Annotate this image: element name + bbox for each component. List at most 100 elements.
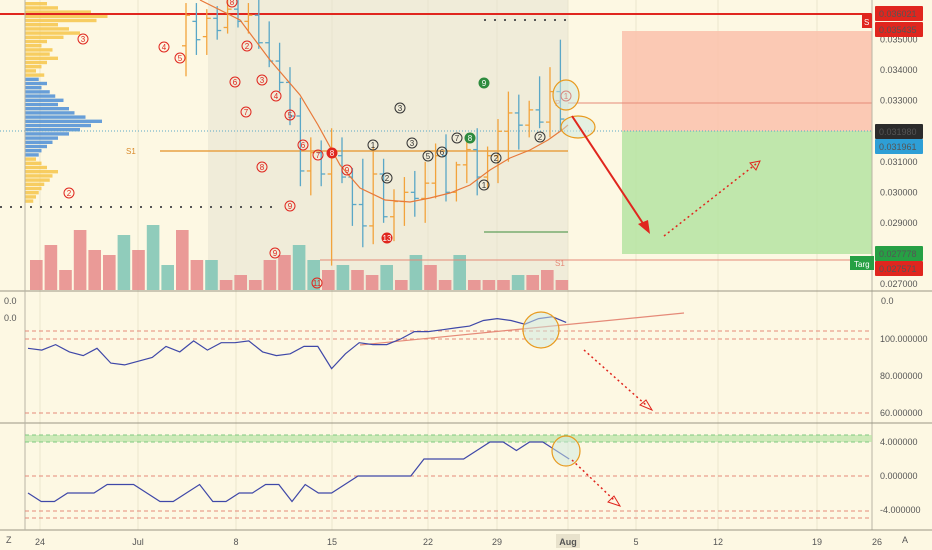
td-marker xyxy=(269,247,281,259)
td-marker xyxy=(341,164,353,176)
volume-bar xyxy=(249,280,262,290)
td-marker-label: 7 xyxy=(316,151,321,160)
volume-bar xyxy=(438,280,452,290)
td-marker xyxy=(381,172,393,184)
volume-bar xyxy=(555,280,569,290)
volume-bar xyxy=(424,265,437,290)
volume-bar xyxy=(263,260,277,290)
x-tick-label: 5 xyxy=(633,537,638,547)
time-axis: 24 Jul 8 15 22 29 Aug 5 12 19 26 xyxy=(35,534,882,548)
volume-profile-bar xyxy=(25,165,47,170)
price-tag-target: 0.027778 xyxy=(879,249,917,259)
volume-profile-bar xyxy=(25,48,53,52)
td-marker xyxy=(241,40,253,52)
oscillator-axis-ticks: 4.000000 0.000000 -4.000000 xyxy=(880,437,921,515)
volume-profile-bar xyxy=(25,14,108,18)
td-marker xyxy=(478,77,490,89)
volume-bar xyxy=(351,270,364,290)
bottom-left-z[interactable]: Z xyxy=(6,535,12,545)
volume-profile-bar xyxy=(25,39,47,44)
price-tick-label: 0.033000 xyxy=(880,96,918,106)
price-tag-second-bg xyxy=(875,22,923,37)
volume-bar xyxy=(526,275,539,290)
pane1-bottom-label: 0.0 xyxy=(881,296,894,306)
x-label-highlight xyxy=(556,534,580,548)
td-marker xyxy=(270,90,282,102)
volume-profile-bar xyxy=(25,65,42,69)
price-tag-current: 0.031980 xyxy=(879,127,917,137)
volume-profile-bar xyxy=(25,111,75,115)
volume-profile-bar xyxy=(25,27,69,31)
volume-profile-bar xyxy=(25,60,47,65)
selection-zone xyxy=(208,0,568,290)
volume-profile-bar xyxy=(25,31,80,35)
td-marker-label: 6 xyxy=(233,78,238,87)
volume-profile-bar xyxy=(25,115,86,119)
td-marker xyxy=(311,277,323,289)
volume-profile-bar xyxy=(25,102,58,107)
td-marker-label: 3 xyxy=(410,139,415,148)
td-marker xyxy=(158,41,170,53)
td-marker xyxy=(490,152,502,164)
rsi-pane xyxy=(25,311,872,414)
volume-bar xyxy=(497,280,510,290)
td-marker xyxy=(226,0,238,8)
td-marker xyxy=(422,150,434,162)
td-marker-label: 9 xyxy=(273,249,278,258)
volume-profile-bar xyxy=(25,123,91,128)
price-tag-current-bg xyxy=(875,124,923,139)
volume-profile-bar xyxy=(25,178,50,182)
price-tag-lower-bg xyxy=(875,261,923,276)
volume-profile-bar xyxy=(25,149,42,153)
td-marker xyxy=(478,179,490,191)
td-marker xyxy=(381,232,393,244)
td-marker xyxy=(367,139,379,151)
price-tag-target-bg xyxy=(875,246,923,261)
up-projection-arrow-head xyxy=(749,160,761,171)
bottom-right-a[interactable]: A xyxy=(902,535,908,545)
volume-bar xyxy=(103,255,116,290)
volume-profile-bar xyxy=(25,94,56,98)
osc-tick-label: 4.000000 xyxy=(880,437,918,447)
price-tag-blue: 0.031961 xyxy=(879,142,917,152)
x-tick-label: Aug xyxy=(559,537,577,547)
volume-profile-bar xyxy=(25,23,58,27)
volume-profile-bar xyxy=(25,132,69,136)
td-marker xyxy=(256,161,268,173)
td-marker xyxy=(77,33,89,45)
volume-bar xyxy=(409,255,423,290)
volume-bar xyxy=(73,230,87,290)
rsi-axis-ticks: 100.000000 80.000000 60.000000 xyxy=(880,334,928,418)
volume-bar xyxy=(161,265,174,290)
volume-profile-bar xyxy=(25,44,42,48)
volume-bar xyxy=(453,255,466,290)
volume-profile-bar xyxy=(25,186,42,191)
x-tick-label: 24 xyxy=(35,537,45,547)
volume-profile-bar xyxy=(25,128,80,132)
td-marker-label: 7 xyxy=(244,108,249,117)
volume-bar xyxy=(176,230,189,290)
s-tag-bg xyxy=(862,14,872,28)
td-marker xyxy=(406,137,418,149)
price-tag-lower: 0.027571 xyxy=(879,264,917,274)
volume-profile-bar xyxy=(25,191,39,195)
osc-tick-label: 0.000000 xyxy=(880,471,918,481)
moving-average-line xyxy=(199,0,569,203)
td-marker-label: 2 xyxy=(494,154,499,163)
volume-bar xyxy=(132,250,145,290)
volume-profile-bar xyxy=(25,35,64,39)
volume-profile-bar xyxy=(25,90,50,94)
td-marker-label: 11 xyxy=(313,279,322,288)
price-tag-top-bg xyxy=(875,6,923,21)
volume-profile-bar xyxy=(25,161,42,165)
volume-bar xyxy=(219,280,233,290)
volume-profile-bar xyxy=(25,81,47,86)
x-tick-label: 12 xyxy=(713,537,723,547)
volume-profile-bar xyxy=(25,2,47,6)
td-marker-label: 5 xyxy=(178,54,183,63)
volume-profile-bar xyxy=(25,174,53,178)
x-tick-label: 29 xyxy=(492,537,502,547)
volume-profile-bar xyxy=(25,157,36,161)
volume-profile-bar xyxy=(25,56,58,60)
price-tag-blue-bg xyxy=(875,139,923,154)
